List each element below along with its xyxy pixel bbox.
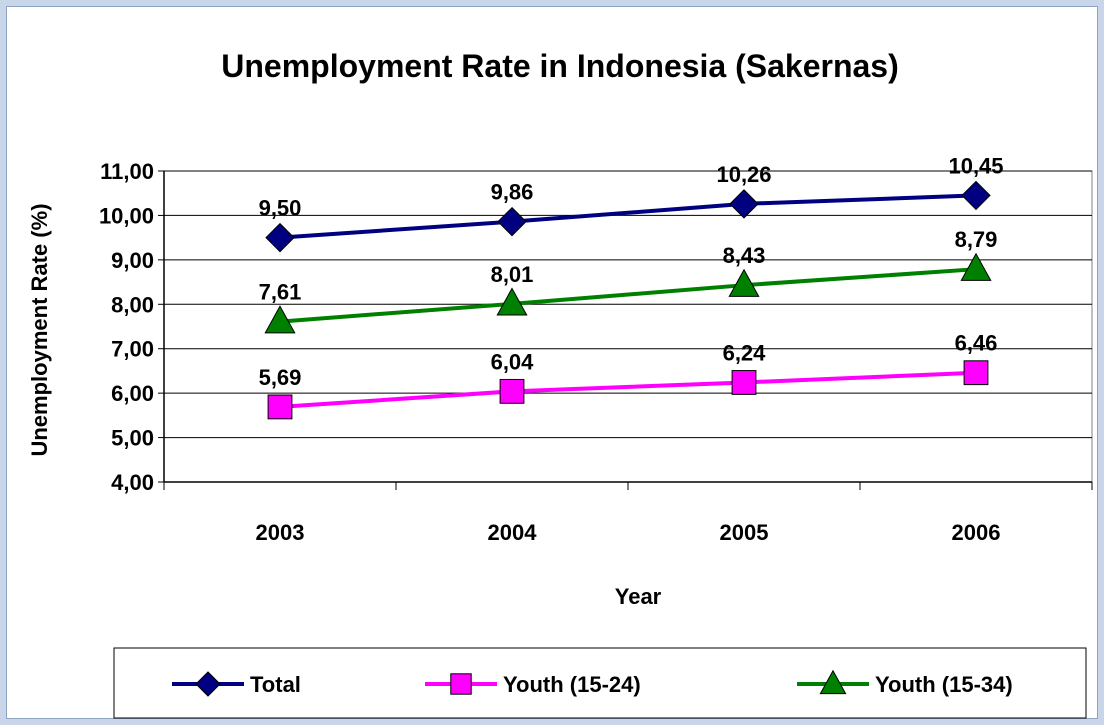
chart-title: Unemployment Rate in Indonesia (Sakernas… <box>221 48 899 84</box>
series-lines <box>264 180 992 420</box>
legend-box <box>113 647 1087 719</box>
data-label: 10,26 <box>716 162 771 187</box>
data-point-triangle <box>728 268 760 297</box>
data-label: 8,43 <box>723 243 766 268</box>
data-point-diamond <box>729 189 759 219</box>
legend: Total Youth (15-24) Youth (15-34) <box>113 647 1087 719</box>
series-line <box>279 193 977 240</box>
y-tick-label: 6,00 <box>111 381 154 406</box>
y-tick-label: 5,00 <box>111 426 154 451</box>
series-2 <box>264 252 992 334</box>
data-point-diamond <box>961 180 991 211</box>
data-label: 9,50 <box>259 196 302 221</box>
data-label: 10,45 <box>948 153 1003 178</box>
series-line <box>279 267 977 324</box>
data-point-triangle <box>960 252 992 281</box>
data-point-square <box>450 673 472 695</box>
data-point-diamond <box>195 671 221 697</box>
legend-entry: Youth (15-34) <box>797 669 1013 697</box>
plot-area <box>163 170 1093 483</box>
data-labels: 9,50 9,86 10,26 10,45 5,69 6,04 6,24 6,46 7,61 8,… <box>259 153 1004 389</box>
legend-label: Total <box>250 672 301 697</box>
data-point-square <box>267 394 293 420</box>
data-label: 9,86 <box>491 180 534 205</box>
y-axis-label: Unemployment Rate (%) <box>27 203 52 456</box>
y-tick-label: 8,00 <box>111 292 154 317</box>
data-point-square <box>963 360 989 386</box>
data-point-diamond <box>265 222 295 253</box>
data-point-square <box>731 370 757 395</box>
data-label: 8,79 <box>955 227 998 252</box>
line-chart: Unemployment Rate in Indonesia (Sakernas… <box>27 48 1093 719</box>
data-point-triangle <box>819 669 847 695</box>
legend-label: Youth (15-34) <box>875 672 1013 697</box>
series-line <box>279 370 977 409</box>
x-axis-label: Year <box>615 584 662 609</box>
chart-frame: Unemployment Rate in Indonesia (Sakernas… <box>6 6 1098 719</box>
gridlines <box>163 170 1093 483</box>
data-label: 6,24 <box>723 340 767 365</box>
y-tick-label: 4,00 <box>111 470 154 495</box>
data-point-triangle <box>496 287 528 316</box>
data-label: 7,61 <box>259 280 302 305</box>
data-point-triangle <box>264 305 296 334</box>
series-0 <box>265 180 991 253</box>
data-point-square <box>499 378 525 404</box>
x-tick-label: 2005 <box>720 520 769 545</box>
legend-entry: Total <box>172 671 301 697</box>
x-tick-label: 2006 <box>952 520 1001 545</box>
legend-label: Youth (15-24) <box>503 672 641 697</box>
data-label: 5,69 <box>259 365 302 390</box>
y-tick-label: 7,00 <box>111 337 154 362</box>
data-label: 6,04 <box>491 349 535 374</box>
y-tick-label: 10,00 <box>99 203 154 228</box>
x-tick-label: 2003 <box>256 520 305 545</box>
y-tick-label: 11,00 <box>100 159 154 184</box>
axes: 4,00 5,00 6,00 7,00 8,00 9,00 10,00 11,00 2003 20… <box>99 159 1093 545</box>
data-point-diamond <box>497 206 527 237</box>
y-tick-label: 9,00 <box>111 248 154 273</box>
x-tick-label: 2004 <box>488 520 538 545</box>
series-1 <box>267 360 989 420</box>
legend-entry: Youth (15-24) <box>425 672 641 697</box>
data-label: 8,01 <box>491 262 534 287</box>
data-label: 6,46 <box>955 331 998 356</box>
